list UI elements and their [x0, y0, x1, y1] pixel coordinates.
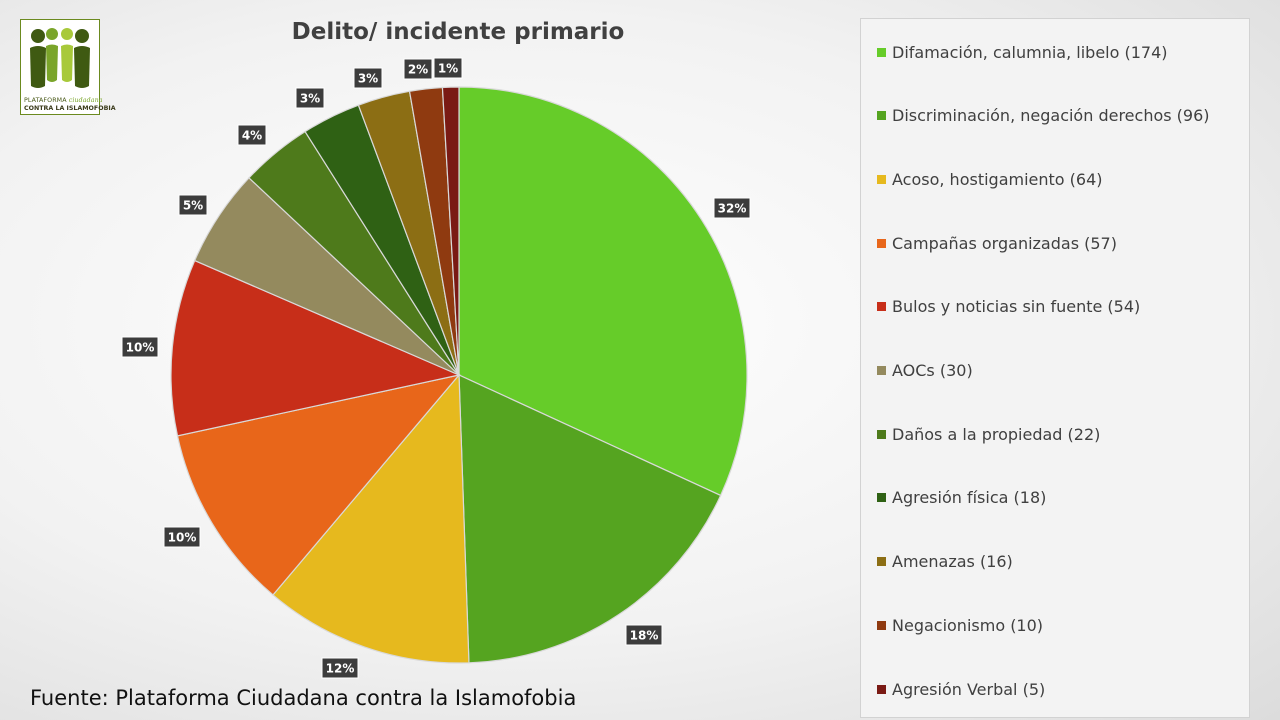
legend-label: Bulos y noticias sin fuente (54): [892, 297, 1141, 317]
slice-percent-text: 3%: [300, 92, 320, 106]
pie-slice: [176, 374, 461, 596]
legend-label: Amenazas (16): [892, 552, 1013, 572]
pie-slice: [441, 86, 460, 376]
pie-slice: [458, 374, 722, 664]
legend-label: AOCs (30): [892, 361, 973, 380]
chart-title: Delito/ incidente primario: [291, 19, 625, 45]
logo-text-line2: CONTRA LA ISLAMOFOBIA: [24, 105, 116, 112]
slice-percent-text: 12%: [326, 662, 355, 676]
slice-percent-label: 10%: [121, 336, 159, 358]
logo: PLATAFORMA ciudadana CONTRA LA ISLAMOFOB…: [20, 19, 116, 115]
slice-percent-label: 32%: [713, 197, 751, 219]
slice-percent-label: 2%: [403, 58, 433, 80]
legend-item: Difamación, calumnia, libelo (174): [877, 41, 1168, 63]
pie-slice: [170, 259, 461, 437]
slice-percent-text: 32%: [718, 202, 747, 216]
source-caption: Fuente: Plataforma Ciudadana contra la I…: [30, 686, 577, 710]
legend-item: Campañas organizadas (57): [877, 232, 1117, 254]
legend-label: Negacionismo (10): [892, 615, 1044, 635]
legend-swatch: [877, 111, 886, 121]
legend-item: Agresión física (18): [877, 487, 1046, 509]
slice-percent-text: 18%: [630, 629, 659, 643]
legend-label: Acoso, hostigamiento (64): [892, 169, 1103, 189]
legend-item: Bulos y noticias sin fuente (54): [877, 296, 1140, 318]
legend-swatch: [877, 429, 886, 439]
logo-text-line1: PLATAFORMA ciudadana: [24, 97, 103, 104]
pie-slice: [458, 86, 748, 497]
legend-swatch: [877, 47, 886, 57]
slice-percent-text: 10%: [126, 341, 155, 355]
slice-percent-text: 10%: [168, 531, 197, 545]
legend-swatch: [877, 174, 886, 184]
legend-label: Daños a la propiedad (22): [892, 424, 1101, 444]
legend-label: Difamación, calumnia, libelo (174): [892, 42, 1168, 62]
legend-swatch: [877, 557, 886, 567]
legend-label: Campañas organizadas (57): [892, 233, 1117, 253]
legend-swatch: [877, 238, 886, 248]
legend-swatch: [877, 366, 886, 375]
legend-label: Discriminación, negación derechos (96): [892, 106, 1210, 126]
slice-percent-text: 3%: [358, 72, 378, 86]
legend-swatch: [877, 620, 886, 630]
slice-percent-label: 3%: [353, 67, 383, 89]
legend-item: AOCs (30): [877, 360, 973, 382]
slice-percent-label: 5%: [178, 194, 208, 216]
pie-chart: 32% 18% 12% 10% 10% 5% 4% 3% 3% 2% 1%: [121, 57, 751, 679]
slice-percent-label: 12%: [321, 657, 359, 679]
legend-item: Amenazas (16): [877, 551, 1013, 573]
legend-item: Daños a la propiedad (22): [877, 423, 1100, 445]
legend-item: Acoso, hostigamiento (64): [877, 168, 1103, 190]
slice-percent-text: 5%: [183, 199, 203, 213]
legend-swatch: [877, 493, 886, 503]
slice-percent-label: 3%: [295, 87, 325, 109]
chart-legend: Difamación, calumnia, libelo (174) Discri…: [860, 18, 1250, 718]
pie-slice: [272, 373, 470, 664]
people-figures-icon: [30, 28, 90, 88]
legend-label: Agresión Verbal (5): [892, 679, 1046, 699]
slice-percent-text: 1%: [438, 62, 458, 76]
slice-percent-label: 4%: [237, 124, 267, 146]
slice-percent-label: 1%: [433, 57, 463, 79]
slice-percent-text: 4%: [242, 129, 262, 143]
slice-percent-label: 10%: [163, 526, 201, 548]
legend-swatch: [877, 302, 886, 312]
slice-percent-text: 2%: [408, 63, 428, 77]
legend-item: Discriminación, negación derechos (96): [877, 105, 1210, 127]
legend-item: Agresión Verbal (5): [877, 678, 1045, 700]
legend-label: Agresión física (18): [892, 488, 1047, 508]
legend-item: Negacionismo (10): [877, 614, 1043, 636]
slice-percent-label: 18%: [625, 624, 663, 646]
legend-swatch: [877, 684, 886, 694]
